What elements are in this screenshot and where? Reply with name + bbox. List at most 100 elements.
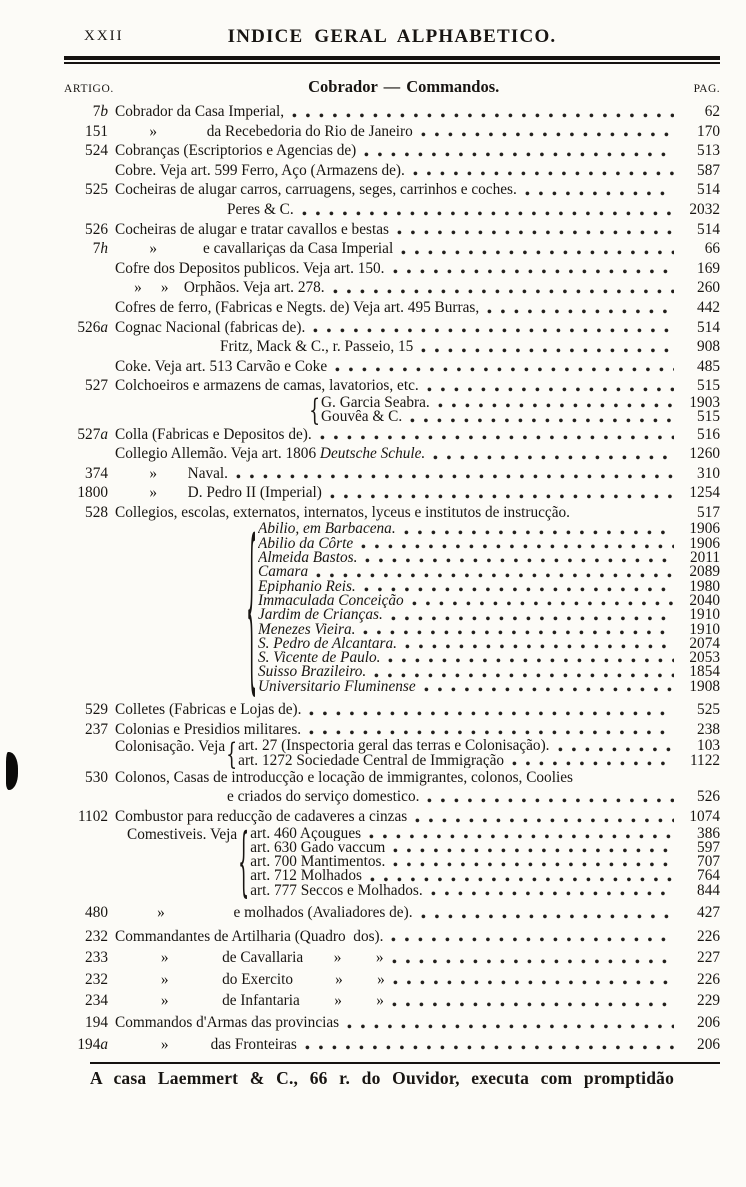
dot-leader <box>363 586 674 592</box>
index-entry: 234 » de Infantaria » » 229 <box>64 991 720 1011</box>
dot-leader <box>410 417 674 423</box>
page-number: 1910 <box>689 606 720 624</box>
group-items: G. Garcia Seabra. 1903 Gouvêa & C. 515 <box>321 393 720 426</box>
entry-text: Coke. Veja art. 513 Carvão e Coke <box>115 357 328 375</box>
index-subentry: Abilio, em Barbacena. 1906 <box>258 520 720 538</box>
entry-text: Colonos, Casas de introducção e locação … <box>115 768 573 786</box>
entry-text: » de Cavallaria » » <box>115 949 384 967</box>
entry-text: Jardim de Crianças. <box>258 608 383 623</box>
page-number: 229 <box>697 992 720 1010</box>
dot-leader <box>304 1045 674 1051</box>
entry-text: art. 27 (Inspectoria geral das terras e … <box>238 739 550 754</box>
page-number: 1903 <box>689 393 720 411</box>
dot-leader <box>426 386 674 392</box>
group-content: Comestiveis. Veja{art. 460 Açougues 386 ar… <box>115 825 720 900</box>
entry-text: Fritz, Mack & C., r. Passeio, 15 <box>220 338 414 356</box>
page-number: 206 <box>697 1035 720 1053</box>
brace: { <box>308 395 321 425</box>
page-number: 515 <box>697 408 720 426</box>
group-content: {G. Garcia Seabra. 1903 Gouvêa & C. 515 <box>115 393 720 426</box>
page-folio: XXII <box>84 28 124 44</box>
dot-leader <box>557 746 674 752</box>
footer-rule <box>90 1062 720 1065</box>
page-sheet: XXII INDICE GERAL ALPHABETICO. ARTIGO. C… <box>64 26 720 1088</box>
page-number: 587 <box>697 161 720 179</box>
page-number: 1122 <box>689 751 720 769</box>
article-number: 526 <box>85 220 108 238</box>
page-number: 908 <box>697 338 720 356</box>
entry-text: Commandantes de Artilharia (Quadro dos). <box>115 927 384 945</box>
group-label: Colonisação. Veja <box>115 738 226 756</box>
page-number: 206 <box>697 1014 720 1032</box>
article-number: 7b <box>92 103 108 120</box>
article-number: 528 <box>85 503 108 521</box>
page-number: 1906 <box>689 534 720 552</box>
index-entry: 525 Cocheiras de alugar carros, carruagen… <box>64 180 720 200</box>
dot-leader <box>512 760 674 766</box>
dot-leader <box>396 230 674 236</box>
dot-leader <box>363 629 674 635</box>
dot-leader <box>390 615 674 621</box>
index-entry: 237 Colonias e Presidios militares. 238 <box>64 720 720 740</box>
index-entry: 527a Colla (Fabricas e Depositos de). 516 <box>64 425 720 445</box>
article-number: 526a <box>77 318 108 336</box>
dot-leader <box>412 171 674 177</box>
dot-leader <box>329 493 674 499</box>
dot-leader <box>292 112 674 118</box>
index-entry: 374 » Naval. 310 <box>64 464 720 484</box>
index-subentry: Immaculada Conceição 2040 <box>258 593 720 609</box>
page-number: 597 <box>697 838 720 856</box>
article-number: 234 <box>85 992 108 1010</box>
dot-leader <box>415 817 674 823</box>
index-entry: Fritz, Mack & C., r. Passeio, 15 908 <box>64 337 720 357</box>
index-entry: 480 » e molhados (Avaliadores de). 427 <box>64 903 720 923</box>
page-number: 170 <box>697 122 720 140</box>
page-number: 1906 <box>689 520 720 538</box>
entry-text: Immaculada Conceição <box>258 593 404 609</box>
entry-text: Cobrador da Casa Imperial, <box>115 103 285 120</box>
index-entry: 1102 Combustor para reducção de cadaveres… <box>64 807 720 827</box>
entry-text: Colchoeiros e armazens de camas, lavator… <box>115 377 419 395</box>
dot-leader <box>391 1002 674 1008</box>
entry-text: » D. Pedro II (Imperial) <box>115 484 322 502</box>
dot-leader <box>392 269 674 275</box>
page-number: 427 <box>697 904 720 922</box>
index-list: 7b Cobrador da Casa Imperial, 62 151 » da R… <box>64 102 720 1054</box>
dot-leader <box>487 308 674 314</box>
dot-leader <box>393 862 674 868</box>
page-number: 103 <box>697 737 720 755</box>
index-subentry: Gouvêa & C. 515 <box>321 408 720 426</box>
entry-text: » das Fronteiras <box>115 1035 297 1053</box>
dot-leader <box>524 190 674 196</box>
index-entry: 526 Cocheiras de alugar e tratar cavallos… <box>64 220 720 240</box>
index-subentry: art. 27 (Inspectoria geral das terras e … <box>238 737 720 755</box>
dot-leader <box>411 601 674 607</box>
pag-column-label: PAG. <box>693 83 720 95</box>
index-entry: 194a » das Fronteiras 206 <box>64 1035 720 1055</box>
brace-glyph: { <box>226 736 238 771</box>
group-items: Abilio, em Barbacena. 1906 Abilio da Côrte… <box>258 520 720 695</box>
index-subentry: art. 712 Molhados 764 <box>250 868 720 884</box>
article-number: 374 <box>85 464 108 482</box>
page-number: 1908 <box>689 677 720 695</box>
page-number: 226 <box>697 927 720 945</box>
entry-text: Almeida Bastos. <box>258 551 358 566</box>
page-number: 226 <box>697 970 720 988</box>
brace: { <box>245 519 258 698</box>
page-number: 526 <box>697 788 720 806</box>
page-number: 2053 <box>689 649 720 667</box>
entry-text: art. 712 Molhados <box>250 869 362 884</box>
dot-leader <box>309 730 674 736</box>
dot-leader <box>361 544 674 550</box>
index-subentry: Camara 2089 <box>258 564 720 580</box>
entry-text: » e cavallariças da Casa Imperial <box>115 240 394 258</box>
article-number: 480 <box>85 904 108 922</box>
dot-leader <box>427 798 674 803</box>
entry-text: Cognac Nacional (fabricas de). <box>115 318 306 336</box>
index-entry: 7b Cobrador da Casa Imperial, 62 <box>64 102 720 122</box>
ink-blot <box>6 752 18 790</box>
page-number: 514 <box>697 220 720 238</box>
entry-text: art. 700 Mantimentos. <box>250 855 386 870</box>
entry-text: Peres & C. <box>227 200 294 218</box>
